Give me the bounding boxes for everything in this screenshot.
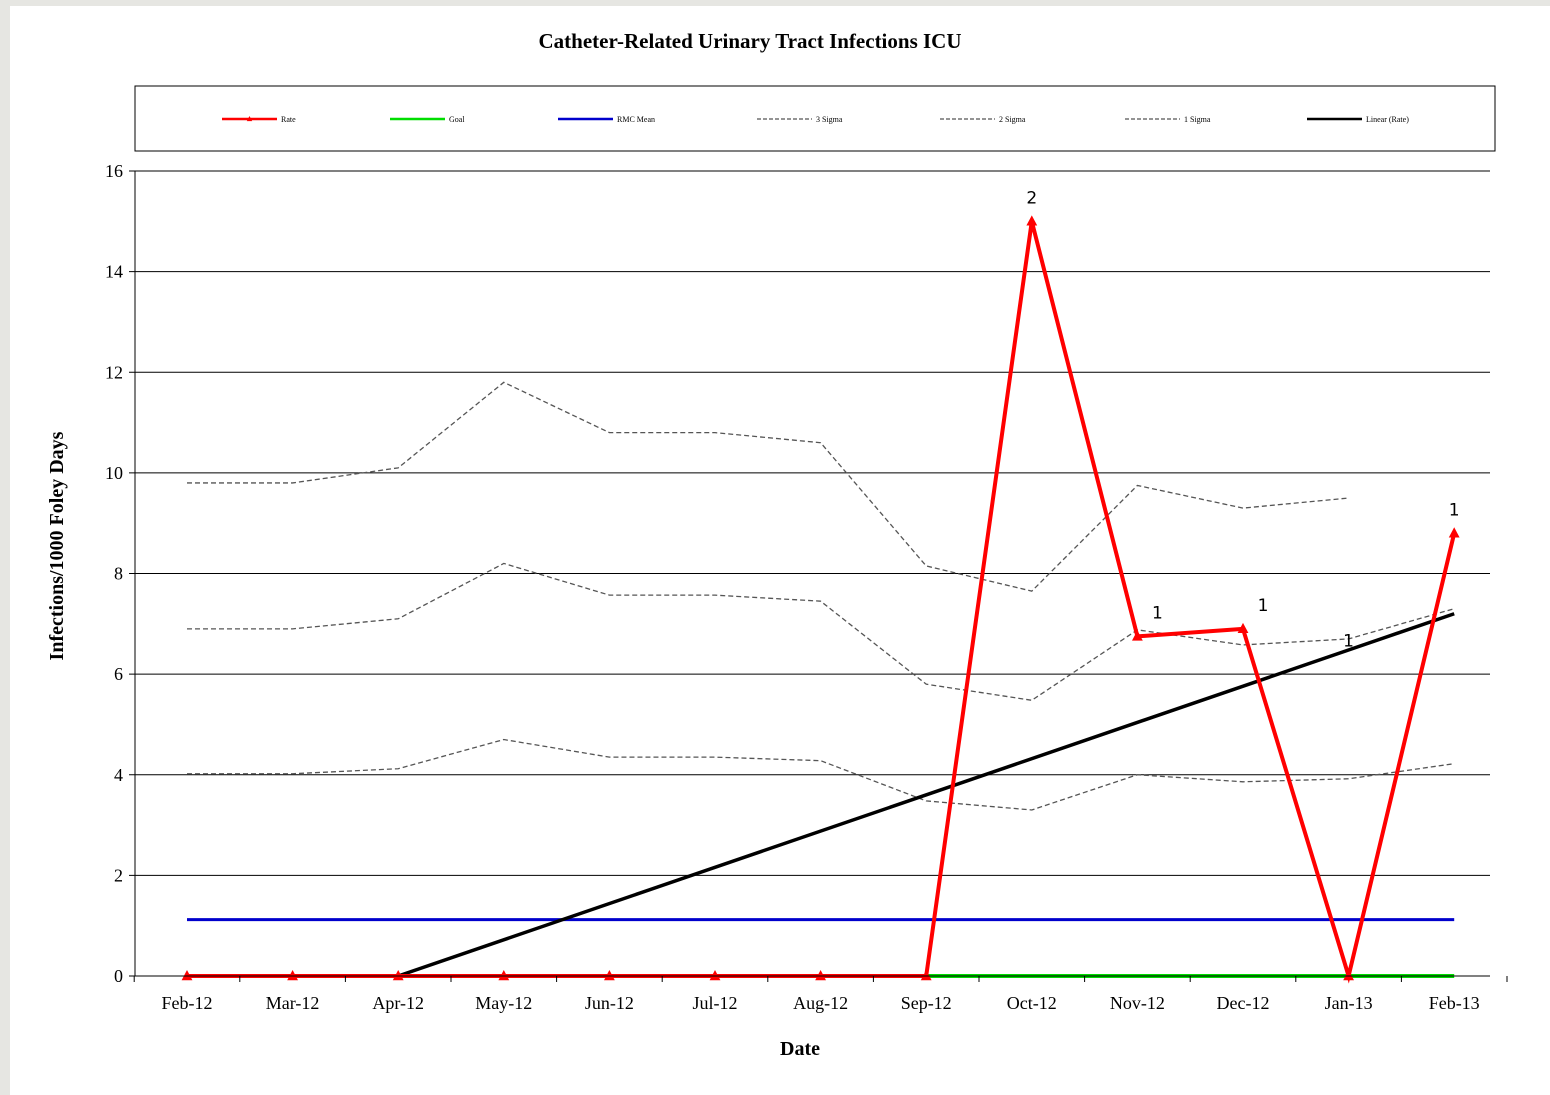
gridlines xyxy=(135,170,1490,977)
y-tick-label: 8 xyxy=(114,564,123,584)
data-label-rate: 1 xyxy=(1449,500,1460,520)
series-line-3-sigma xyxy=(187,381,1349,592)
x-tick-label: Apr-12 xyxy=(372,993,424,1013)
chart-svg: Catheter-Related Urinary Tract Infection… xyxy=(46,29,1508,1060)
legend-label: Linear (Rate) xyxy=(1366,115,1409,124)
y-tick-label: 16 xyxy=(105,161,123,181)
series-line-1-sigma xyxy=(187,738,1455,811)
rate-marker xyxy=(815,970,826,981)
rate-marker xyxy=(920,970,932,981)
rate-marker xyxy=(392,970,404,981)
rate-marker xyxy=(1343,970,1354,981)
y-tick-label: 12 xyxy=(105,362,123,382)
chart-canvas: Catheter-Related Urinary Tract Infection… xyxy=(10,6,1550,1095)
rate-marker xyxy=(1132,630,1143,641)
y-axis-title: Infections/1000 Foley Days xyxy=(46,431,68,660)
x-tick-label: Oct-12 xyxy=(1007,993,1057,1013)
y-tick-label: 6 xyxy=(114,664,123,684)
x-tick-label: Aug-12 xyxy=(793,993,848,1013)
rate-marker xyxy=(287,970,298,981)
chart-title: Catheter-Related Urinary Tract Infection… xyxy=(538,29,961,53)
y-tick-label: 14 xyxy=(105,262,123,282)
x-tick-label: Jun-12 xyxy=(585,993,634,1013)
x-tick-label: Feb-13 xyxy=(1429,993,1480,1013)
rate-marker xyxy=(181,970,193,981)
data-labels: 2 1 1 1 1 xyxy=(1026,188,1459,651)
series-line-linear-rate xyxy=(397,612,1455,978)
series-line-2-sigma xyxy=(187,562,1455,701)
legend-label: 1 Sigma xyxy=(1184,115,1211,124)
rate-marker xyxy=(604,970,615,981)
legend-label: RMC Mean xyxy=(617,115,655,124)
data-label-rate: 1 xyxy=(1258,596,1269,616)
x-tick-label: May-12 xyxy=(475,993,532,1013)
y-tick-label: 0 xyxy=(114,966,123,986)
legend-box xyxy=(134,85,1496,152)
y-tick-label: 10 xyxy=(105,463,123,483)
x-tick-label: Mar-12 xyxy=(266,993,320,1013)
rate-marker xyxy=(1026,215,1038,226)
data-label-rate: 2 xyxy=(1026,188,1037,208)
data-label-rate: 1 xyxy=(1343,631,1354,651)
legend-label: Goal xyxy=(449,115,465,124)
x-tick-label: Feb-12 xyxy=(162,993,213,1013)
x-tick-label: Sep-12 xyxy=(901,993,952,1013)
legend-label: 3 Sigma xyxy=(816,115,843,124)
legend-label: 2 Sigma xyxy=(999,115,1026,124)
x-tick-label: Nov-12 xyxy=(1110,993,1165,1013)
x-tick-label: Jul-12 xyxy=(693,993,738,1013)
rate-marker xyxy=(1237,622,1249,634)
y-tick-label: 2 xyxy=(114,865,123,885)
x-tick-label: Dec-12 xyxy=(1217,993,1270,1013)
legend: Rate Goal RMC Mean 3 Sigma 2 Sigma 1 Sigma Lin… xyxy=(222,115,1409,124)
legend-label: Rate xyxy=(281,115,296,124)
rate-marker xyxy=(709,970,721,981)
data-label-rate: 1 xyxy=(1152,603,1163,623)
x-axis-title: Date xyxy=(780,1038,820,1060)
legend-marker-rate xyxy=(246,116,253,122)
x-tick-label: Jan-13 xyxy=(1325,993,1373,1013)
rate-marker xyxy=(498,970,510,981)
rate-marker xyxy=(1448,527,1460,538)
y-tick-label: 4 xyxy=(114,765,123,785)
